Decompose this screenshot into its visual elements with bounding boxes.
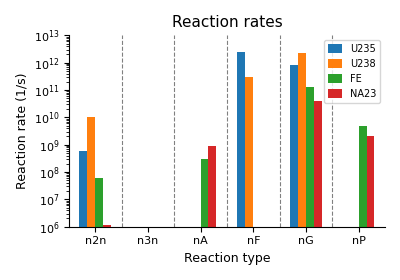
Bar: [245, 77, 253, 280]
Bar: [298, 53, 306, 280]
Bar: [290, 65, 298, 280]
Bar: [314, 101, 322, 280]
Title: Reaction rates: Reaction rates: [172, 15, 282, 30]
Bar: [95, 178, 103, 280]
Bar: [238, 52, 245, 280]
Bar: [359, 126, 366, 280]
Legend: U235, U238, FE, NA23: U235, U238, FE, NA23: [324, 40, 380, 102]
Bar: [208, 146, 216, 280]
Y-axis label: Reaction rate (1/s): Reaction rate (1/s): [15, 73, 28, 189]
Bar: [80, 151, 87, 280]
Bar: [366, 136, 374, 280]
Bar: [87, 117, 95, 280]
Bar: [103, 225, 111, 280]
X-axis label: Reaction type: Reaction type: [184, 252, 270, 265]
Bar: [200, 159, 208, 280]
Bar: [306, 87, 314, 280]
